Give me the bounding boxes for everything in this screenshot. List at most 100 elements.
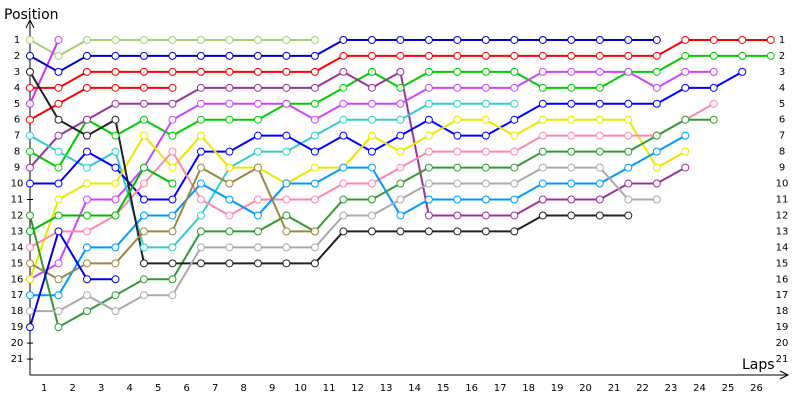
y-tick-label-right: 15: [776, 258, 789, 269]
lap-marker: [26, 99, 34, 108]
lap-marker: [26, 227, 34, 236]
lap-marker: [510, 51, 519, 60]
lap-marker: [82, 227, 91, 236]
x-tick-label: 9: [269, 383, 275, 394]
lap-marker: [567, 99, 576, 108]
lap-marker: [396, 83, 405, 92]
lap-marker: [624, 67, 633, 76]
lap-marker: [225, 99, 234, 108]
lap-marker: [652, 67, 661, 76]
lap-marker: [111, 211, 120, 220]
lap-marker: [139, 227, 148, 236]
lap-marker: [26, 35, 34, 44]
lap-marker: [424, 115, 433, 124]
lap-marker: [282, 35, 291, 44]
x-tick-label: 21: [608, 383, 621, 394]
lap-marker: [82, 147, 91, 156]
lap-marker: [709, 115, 718, 124]
lap-marker: [538, 179, 547, 188]
lap-marker: [225, 51, 234, 60]
lap-marker: [54, 99, 63, 108]
lap-marker: [253, 67, 262, 76]
lap-marker: [481, 35, 490, 44]
lap-marker: [396, 227, 405, 236]
lap-marker: [111, 307, 120, 316]
x-tick-label: 24: [693, 383, 706, 394]
lap-marker: [396, 51, 405, 60]
lap-marker: [253, 195, 262, 204]
x-tick-label: 13: [380, 383, 393, 394]
y-axis-arrow: [25, 18, 35, 29]
lap-marker: [310, 179, 319, 188]
lap-marker: [453, 227, 462, 236]
lap-marker: [510, 195, 519, 204]
lap-marker: [82, 243, 91, 252]
lap-marker: [424, 211, 433, 220]
lap-marker: [310, 67, 319, 76]
lap-marker: [367, 163, 376, 172]
y-tick-label: 16: [11, 274, 24, 285]
lap-marker: [139, 195, 148, 204]
lap-marker: [253, 35, 262, 44]
y-tick-label: 1: [14, 35, 20, 46]
lap-marker: [481, 99, 490, 108]
lap-marker: [225, 35, 234, 44]
lap-marker: [652, 195, 661, 204]
y-tick-label: 7: [14, 131, 20, 142]
y-tick-label: 2: [14, 51, 20, 62]
lap-marker: [196, 67, 205, 76]
lap-marker: [624, 131, 633, 140]
lap-marker: [424, 51, 433, 60]
y-tick-label-right: 10: [776, 179, 789, 190]
y-tick-label-right: 9: [779, 163, 785, 174]
lap-marker: [26, 323, 34, 332]
lap-marker: [168, 227, 177, 236]
lap-marker: [310, 83, 319, 92]
lap-marker: [196, 51, 205, 60]
lap-marker: [139, 243, 148, 252]
lap-marker: [196, 83, 205, 92]
lap-marker: [709, 83, 718, 92]
lap-marker: [652, 147, 661, 156]
lap-marker: [424, 131, 433, 140]
y-tick-label: 13: [11, 226, 24, 237]
lap-marker: [424, 83, 433, 92]
lap-marker: [253, 115, 262, 124]
lap-marker: [510, 227, 519, 236]
y-tick-label-right: 17: [776, 290, 789, 301]
lap-marker: [538, 115, 547, 124]
lap-marker: [339, 211, 348, 220]
lap-marker: [54, 307, 63, 316]
lap-marker: [26, 243, 34, 252]
lap-marker: [567, 211, 576, 220]
lap-marker: [624, 51, 633, 60]
lap-marker: [624, 163, 633, 172]
y-axis-title: Position: [4, 7, 59, 23]
lap-marker: [111, 243, 120, 252]
lap-marker: [624, 99, 633, 108]
lap-marker: [26, 259, 34, 268]
lap-marker: [139, 291, 148, 300]
x-tick-label: 11: [323, 383, 336, 394]
lap-marker: [567, 115, 576, 124]
lap-marker: [111, 35, 120, 44]
lap-marker: [310, 131, 319, 140]
lap-marker: [196, 147, 205, 156]
lap-marker: [82, 179, 91, 188]
lap-marker: [453, 83, 462, 92]
lap-marker: [709, 51, 718, 60]
lap-marker: [595, 179, 604, 188]
series-line: [29, 118, 686, 280]
y-tick-label-right: 7: [779, 131, 785, 142]
lap-marker: [225, 163, 234, 172]
lap-marker: [168, 51, 177, 60]
y-tick-label: 11: [11, 195, 24, 206]
lap-marker: [82, 67, 91, 76]
y-tick-label: 4: [14, 83, 20, 94]
lap-marker: [310, 51, 319, 60]
lap-marker: [54, 323, 63, 332]
lap-marker: [538, 51, 547, 60]
lap-marker: [538, 67, 547, 76]
lap-marker: [111, 67, 120, 76]
